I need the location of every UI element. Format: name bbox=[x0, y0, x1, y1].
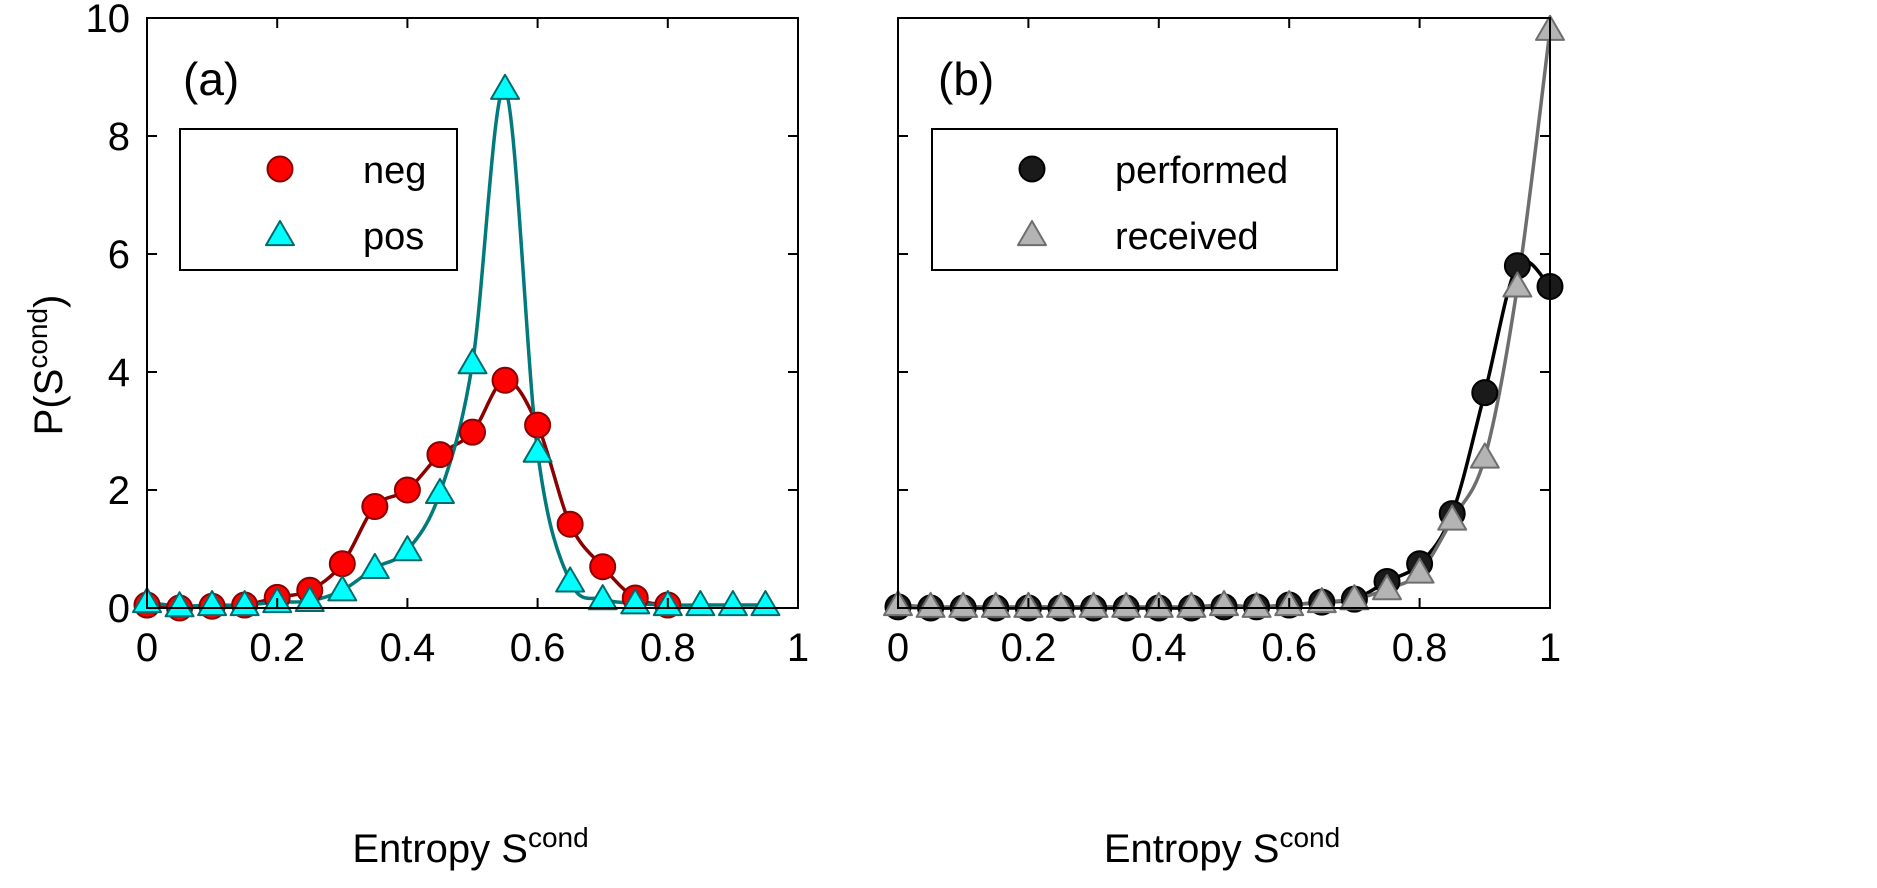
data-point-received bbox=[980, 591, 1011, 618]
data-point-pos bbox=[424, 477, 455, 505]
data-point-performed bbox=[1471, 379, 1499, 407]
data-point-pos bbox=[359, 552, 390, 579]
data-point-pos bbox=[750, 590, 781, 617]
data-point-received bbox=[1469, 442, 1500, 469]
legend: performed received bbox=[931, 128, 1338, 271]
data-point-pos bbox=[490, 73, 521, 100]
panel-label: (a) bbox=[183, 53, 239, 105]
legend-marker-pos bbox=[265, 220, 295, 247]
x-tick-label: 1 bbox=[787, 626, 809, 670]
data-point-pos bbox=[197, 590, 228, 617]
x-tick-label: 0.4 bbox=[380, 626, 436, 670]
x-axis-label-sup: cond bbox=[528, 822, 589, 853]
y-tick-label: 0 bbox=[108, 587, 130, 631]
data-point-pos bbox=[587, 584, 618, 611]
x-tick-label: 0.8 bbox=[640, 626, 696, 670]
data-point-received bbox=[1437, 504, 1468, 531]
x-axis-label-base: Entropy S bbox=[352, 827, 528, 871]
x-axis-label: Entropy Scond bbox=[1104, 822, 1340, 872]
data-point-neg bbox=[426, 441, 454, 469]
y-axis-label-sup: cond bbox=[22, 308, 53, 369]
x-tick-label: 0.8 bbox=[1392, 626, 1448, 670]
plot-frame bbox=[897, 17, 1551, 609]
data-point-neg bbox=[556, 510, 584, 538]
y-tick-label: 4 bbox=[108, 351, 130, 395]
legend-label-pos: pos bbox=[363, 216, 424, 258]
data-point-neg bbox=[524, 411, 552, 439]
y-tick-label: 10 bbox=[86, 0, 131, 41]
y-tick-label: 2 bbox=[108, 469, 130, 513]
data-point-pos bbox=[555, 566, 586, 593]
data-point-pos bbox=[685, 590, 716, 617]
data-point-received bbox=[1209, 590, 1239, 617]
x-tick-label: 0 bbox=[887, 626, 909, 670]
x-axis-label-base: Entropy S bbox=[1104, 827, 1280, 871]
data-point-pos bbox=[717, 590, 748, 617]
legend-label-performed: performed bbox=[1115, 150, 1288, 192]
data-point-pos bbox=[229, 590, 260, 617]
legend-marker-received bbox=[1017, 220, 1047, 247]
y-tick-label: 6 bbox=[108, 233, 130, 277]
data-point-received bbox=[1404, 557, 1435, 584]
data-point-neg bbox=[393, 476, 421, 504]
y-axis-label: P(Scond) bbox=[22, 295, 72, 436]
data-point-received bbox=[1046, 591, 1076, 618]
data-point-received bbox=[1372, 574, 1402, 601]
data-point-received bbox=[1078, 591, 1109, 618]
x-axis-label: Entropy Scond bbox=[352, 822, 588, 872]
data-point-pos bbox=[457, 348, 488, 375]
y-axis-label-close: ) bbox=[27, 295, 71, 308]
legend-label-neg: neg bbox=[363, 150, 426, 192]
x-tick-label: 0 bbox=[136, 626, 158, 670]
legend-label-received: received bbox=[1115, 216, 1259, 258]
data-point-neg bbox=[328, 550, 356, 578]
data-point-received bbox=[1111, 591, 1142, 618]
data-point-received bbox=[915, 591, 946, 618]
plot-frame bbox=[146, 17, 799, 609]
x-tick-label: 0.6 bbox=[510, 626, 566, 670]
x-tick-label: 0.2 bbox=[1001, 626, 1057, 670]
legend-marker-neg bbox=[266, 155, 294, 183]
data-point-pos bbox=[327, 575, 358, 602]
y-tick-label: 8 bbox=[108, 115, 130, 159]
data-point-pos bbox=[522, 436, 553, 463]
x-axis-label-sup: cond bbox=[1279, 822, 1340, 853]
data-point-received bbox=[948, 591, 979, 618]
data-point-neg bbox=[459, 418, 486, 446]
x-tick-label: 0.4 bbox=[1131, 626, 1187, 670]
data-point-neg bbox=[361, 493, 389, 521]
data-point-received bbox=[1502, 271, 1533, 298]
panel-label: (b) bbox=[938, 53, 994, 105]
data-point-received bbox=[1176, 591, 1207, 618]
legend-box bbox=[931, 128, 1338, 271]
data-point-neg bbox=[491, 366, 519, 394]
x-tick-label: 0.6 bbox=[1261, 626, 1317, 670]
legend-marker-performed bbox=[1018, 155, 1046, 183]
data-point-received bbox=[1339, 584, 1370, 611]
data-point-neg bbox=[589, 553, 617, 581]
panel-b: 0 0.2 0.4 0.6 0.8 1 Entropy Scond (b) performed r… bbox=[883, 14, 1565, 872]
y-axis-label-base: P(S bbox=[27, 369, 71, 436]
data-point-received bbox=[1241, 591, 1272, 618]
x-tick-label: 0.2 bbox=[249, 626, 305, 670]
x-tick-label: 1 bbox=[1539, 626, 1561, 670]
legend-box bbox=[179, 128, 458, 271]
data-point-received bbox=[1306, 587, 1337, 614]
legend: neg pos bbox=[179, 128, 458, 271]
series-line-performed bbox=[898, 259, 1552, 610]
data-point-pos bbox=[294, 585, 325, 612]
data-point-pos bbox=[164, 591, 195, 618]
data-point-pos bbox=[392, 535, 423, 562]
